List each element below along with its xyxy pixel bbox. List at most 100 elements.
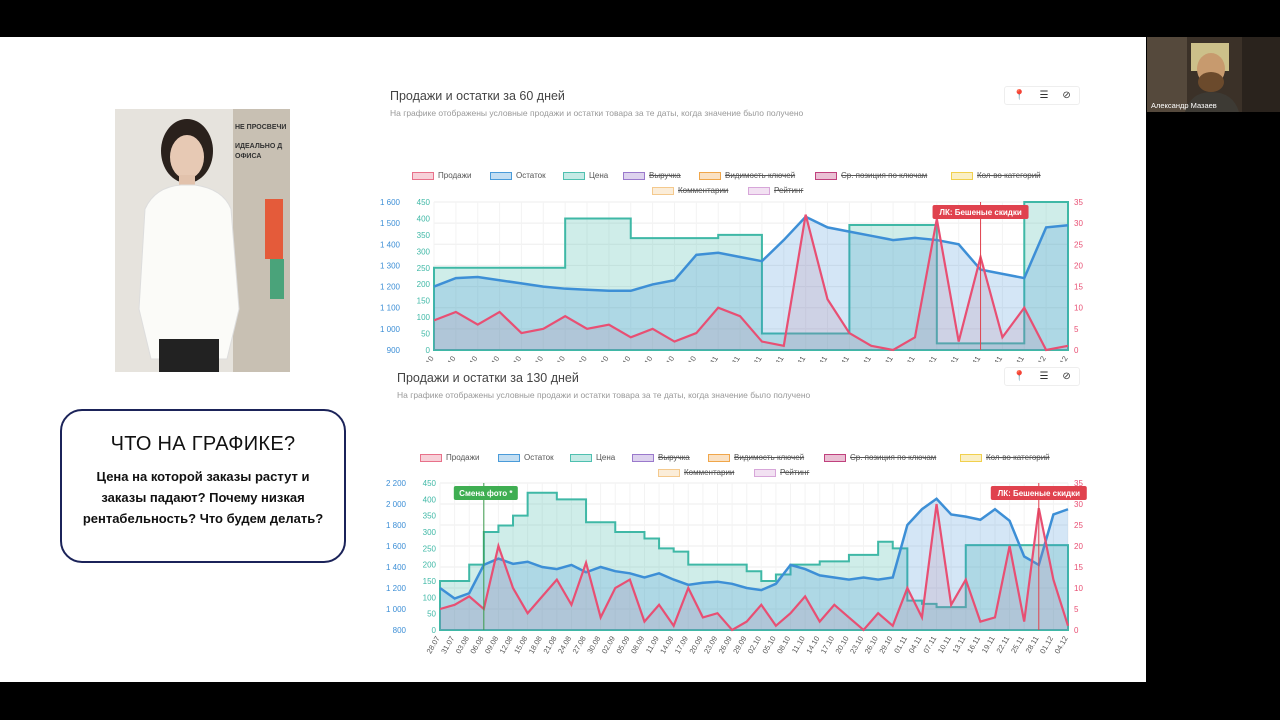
legend-item[interactable]: Продажи — [420, 453, 479, 462]
legend-item[interactable]: Комментарии — [658, 468, 734, 477]
chart2-title: Продажи и остатки за 130 дней — [397, 371, 579, 385]
mid-tick-label: 350 — [417, 231, 431, 240]
x-tick-label: 05.10 — [760, 635, 777, 656]
left-tick-label: 2 000 — [386, 500, 407, 509]
right-tick-label: 10 — [1074, 304, 1083, 313]
right-tick-label: 15 — [1074, 563, 1083, 572]
legend-item[interactable]: Ср. позиция по ключам — [824, 453, 936, 462]
participant-avatar — [1147, 37, 1280, 112]
right-tick-label: 5 — [1074, 325, 1079, 334]
x-tick-label: 23.10 — [848, 635, 865, 656]
list-icon[interactable]: ☰ — [1039, 371, 1049, 382]
right-tick-label: 30 — [1074, 219, 1083, 228]
eye-off-icon[interactable]: ⊘ — [1062, 90, 1071, 101]
legend-item[interactable]: Комментарии — [652, 186, 728, 195]
legend-item[interactable]: Цена — [563, 171, 608, 180]
x-tick-label: 28.07 — [425, 635, 442, 656]
pin-icon[interactable]: 📍 — [1013, 371, 1026, 382]
x-tick-label: 26.10 — [863, 635, 880, 656]
legend-item[interactable]: Продажи — [412, 171, 471, 180]
question-text: Цена на которой заказы растут и заказы п… — [82, 469, 324, 526]
legend-item[interactable]: Выручка — [632, 453, 690, 462]
x-tick-label: 02.10 — [746, 635, 763, 656]
mid-tick-label: 300 — [423, 528, 437, 537]
x-tick-label: 27.08 — [571, 635, 588, 656]
mid-tick-label: 450 — [423, 479, 437, 488]
chart2-plot: 2 200 2 000 1 800 1 600 1 400 1 200 1 000 800 45… — [386, 479, 1087, 656]
x-tick-label: 01.11 — [892, 635, 909, 655]
x-tick-label: 06.08 — [468, 635, 485, 656]
legend-item[interactable]: Кол-во категорий — [960, 453, 1050, 462]
left-tick-label: 1 600 — [386, 542, 407, 551]
legend-item[interactable]: Остаток — [490, 171, 546, 180]
x-tick-label: 14.10 — [804, 635, 821, 656]
x-tick-label: 31.07 — [439, 635, 456, 656]
chart1-plot: 1 600 1 500 1 400 1 300 1 200 1 100 1 000 900 45… — [380, 198, 1083, 375]
left-tick-label: 1 000 — [386, 605, 407, 614]
x-tick-label: 05.09 — [614, 635, 631, 656]
legend-label: Кол-во категорий — [986, 453, 1050, 462]
left-tick-label: 2 200 — [386, 479, 407, 488]
legend-item[interactable]: Видимость ключей — [708, 453, 804, 462]
x-tick-label: 25.11 — [1009, 635, 1026, 655]
chart1-subtitle: На графике отображены условные продажи и… — [390, 108, 804, 118]
mid-tick-label: 400 — [417, 214, 431, 223]
chart-card-130-days: Продажи и остатки за 130 дней На графике… — [378, 362, 1090, 655]
eye-off-icon[interactable]: ⊘ — [1062, 371, 1071, 382]
legend-label: Видимость ключей — [734, 453, 805, 462]
question-title: ЧТО НА ГРАФИКЕ? — [110, 433, 296, 455]
x-tick-label: 13.11 — [951, 635, 968, 655]
stock-area — [434, 216, 1068, 350]
x-tick-label: 24.08 — [556, 635, 573, 656]
legend-label: Кол-во категорий — [977, 171, 1041, 180]
legend-item[interactable]: Кол-во категорий — [951, 171, 1041, 180]
x-tick-label: 17.10 — [819, 635, 836, 656]
legend-label: Комментарии — [678, 186, 729, 195]
x-tick-label: 14.09 — [658, 635, 675, 656]
annotation-badge[interactable] — [932, 205, 1029, 219]
chart2-toolbar: 📍 ☰ ⊘ — [1004, 367, 1080, 386]
legend-item[interactable]: Рейтинг — [748, 186, 803, 195]
left-tick-label: 800 — [393, 626, 407, 635]
x-tick-label: 20.09 — [687, 635, 704, 656]
right-tick-label: 35 — [1074, 479, 1083, 488]
right-tick-label: 20 — [1074, 261, 1083, 270]
right-tick-label: 15 — [1074, 283, 1083, 292]
presentation-slide: НЕ ПРОСВЕЧИ ИДЕАЛЬНО Д ОФИСА ЧТО НА ГРАФ… — [0, 37, 1146, 682]
list-icon[interactable]: ☰ — [1039, 90, 1049, 101]
x-tick-label: 04.12 — [1053, 635, 1070, 656]
pin-icon[interactable]: 📍 — [1013, 90, 1026, 101]
legend-item[interactable]: Остаток — [498, 453, 554, 462]
legend-item[interactable]: Видимость ключей — [699, 171, 795, 180]
x-tick-label: 30.08 — [585, 635, 602, 656]
right-tick-label: 20 — [1074, 542, 1083, 551]
x-tick-label: 26.09 — [717, 635, 734, 656]
legend-item[interactable]: Выручка — [623, 171, 681, 180]
mid-tick-label: 200 — [417, 280, 431, 289]
x-tick-label: 22.11 — [994, 635, 1011, 655]
chart1-toolbar: 📍 ☰ ⊘ — [1004, 86, 1080, 105]
right-tick-label: 10 — [1074, 584, 1083, 593]
legend-label: Видимость ключей — [725, 171, 796, 180]
legend-label: Комментарии — [684, 468, 735, 477]
mid-tick-label: 0 — [432, 626, 437, 635]
price-series — [439, 491, 1069, 631]
legend-item[interactable]: Цена — [570, 453, 615, 462]
annotation-text: ЛК: Бешеные скидки — [998, 489, 1080, 498]
chart2-subtitle: На графике отображены условные продажи и… — [397, 390, 811, 400]
photo-text-2: ИДЕАЛЬНО Д — [235, 143, 283, 150]
x-tick-label: 07.11 — [921, 635, 938, 655]
mid-tick-label: 250 — [423, 544, 437, 553]
x-tick-label: 08.09 — [629, 635, 646, 656]
x-tick-label: 17.09 — [673, 635, 690, 656]
left-tick-label: 1 400 — [386, 563, 407, 572]
left-tick-label: 1 100 — [380, 304, 401, 313]
annotation-badge[interactable] — [990, 486, 1087, 500]
participant-name: Александр Мазаев — [1151, 101, 1217, 110]
legend-label: Цена — [596, 453, 616, 462]
left-tick-label: 1 200 — [380, 283, 401, 292]
legend-item[interactable]: Ср. позиция по ключам — [815, 171, 927, 180]
legend-item[interactable]: Рейтинг — [754, 468, 809, 477]
sales-series — [439, 503, 1070, 632]
annotation2-badge[interactable] — [453, 486, 518, 500]
